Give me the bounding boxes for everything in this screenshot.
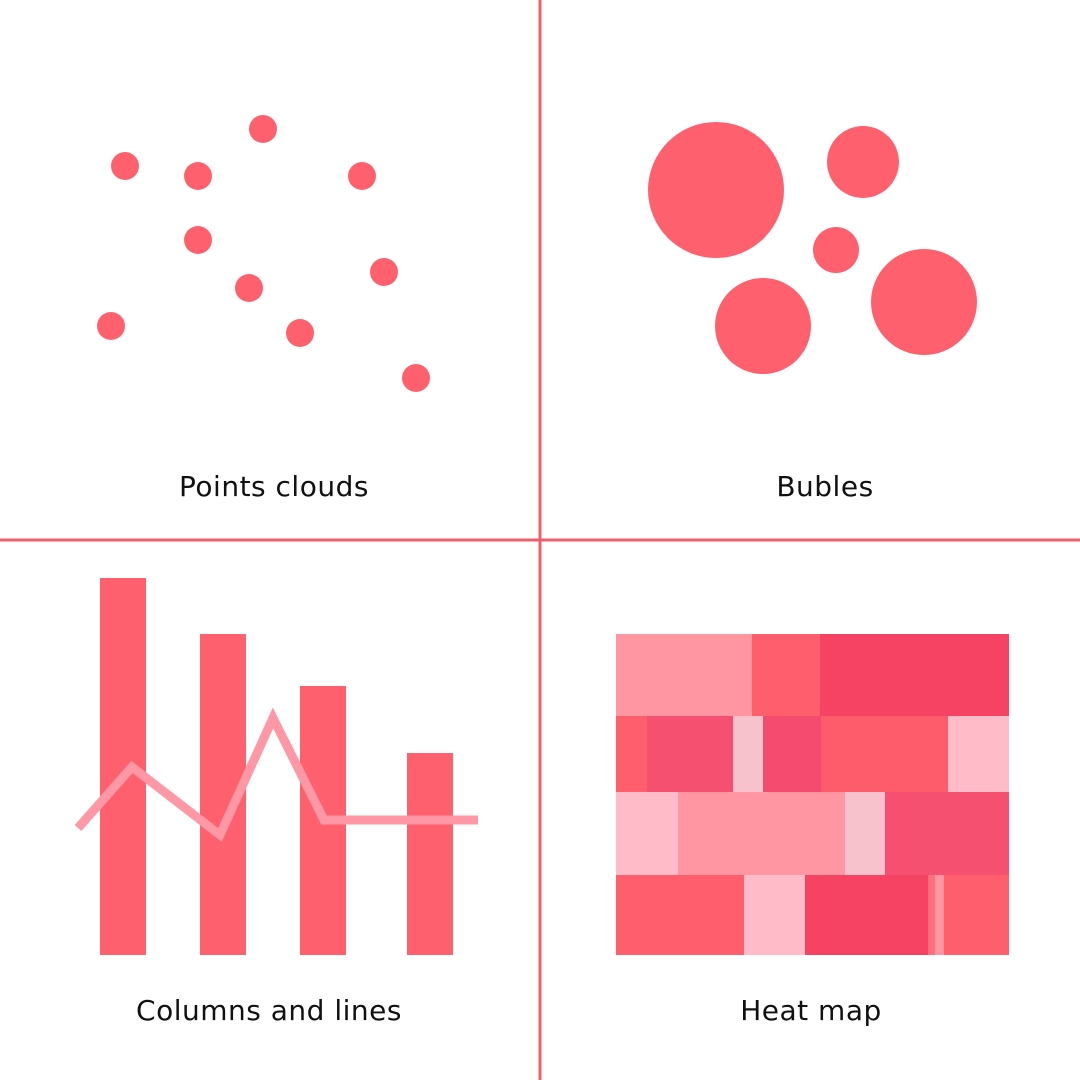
heat-cell bbox=[752, 634, 820, 716]
bubble bbox=[871, 249, 977, 355]
column-bar bbox=[100, 578, 146, 955]
heat-cell bbox=[678, 792, 845, 875]
bubble bbox=[813, 227, 859, 273]
heat-cell bbox=[763, 716, 821, 792]
cloud-point bbox=[249, 115, 277, 143]
heat-cell bbox=[616, 634, 752, 716]
cloud-point bbox=[286, 319, 314, 347]
cloud-point bbox=[402, 364, 430, 392]
heat-cell bbox=[821, 716, 948, 792]
heat-cell bbox=[885, 792, 1009, 875]
heat-cell bbox=[805, 875, 928, 955]
cloud-point bbox=[235, 274, 263, 302]
bubbles-icon bbox=[648, 122, 977, 374]
cloud-point bbox=[184, 162, 212, 190]
heat-cell bbox=[948, 716, 1009, 792]
points-clouds-icon bbox=[97, 115, 430, 392]
cloud-point bbox=[184, 226, 212, 254]
cloud-point bbox=[348, 162, 376, 190]
heat-map-panel: Heat map bbox=[616, 634, 1009, 1027]
heat-map-caption: Heat map bbox=[740, 994, 882, 1027]
heat-cell bbox=[928, 875, 935, 955]
heat-cell bbox=[647, 716, 733, 792]
bubbles-panel: Bubles bbox=[648, 122, 977, 503]
columns-icon bbox=[100, 578, 453, 955]
points-clouds-panel: Points clouds bbox=[97, 115, 430, 503]
column-bar bbox=[407, 753, 453, 955]
heat-cell bbox=[616, 716, 647, 792]
heat-cell bbox=[744, 875, 805, 955]
heat-cell bbox=[935, 875, 944, 955]
bubble bbox=[648, 122, 784, 258]
bubbles-caption: Bubles bbox=[776, 470, 873, 503]
heat-cell bbox=[616, 875, 744, 955]
heat-cell bbox=[944, 875, 1009, 955]
columns-and-lines-panel: Columns and lines bbox=[74, 578, 478, 1027]
heat-cell bbox=[820, 634, 1009, 716]
bubble bbox=[827, 126, 899, 198]
cloud-point bbox=[370, 258, 398, 286]
heat-cell bbox=[845, 792, 885, 875]
heat-map-icon bbox=[616, 634, 1009, 955]
points-clouds-caption: Points clouds bbox=[179, 470, 369, 503]
trend-line bbox=[74, 707, 478, 843]
heat-cell bbox=[733, 716, 763, 792]
bubble bbox=[715, 278, 811, 374]
heat-cell bbox=[616, 792, 678, 875]
columns-and-lines-caption: Columns and lines bbox=[136, 994, 402, 1027]
cloud-point bbox=[97, 312, 125, 340]
cloud-point bbox=[111, 152, 139, 180]
